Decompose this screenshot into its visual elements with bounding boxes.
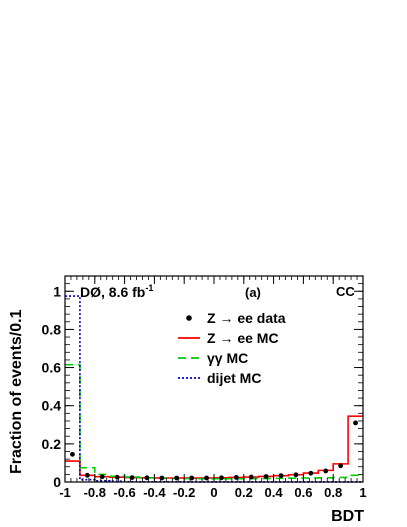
y-tick-label: 0.2 [42, 436, 62, 452]
data-point [308, 470, 314, 476]
region-label: CC [336, 284, 355, 299]
x-tick-label: 1 [359, 485, 366, 500]
data-point [263, 474, 269, 479]
x-tick-label: 0.2 [235, 485, 253, 500]
series-1-step-line [65, 415, 363, 479]
legend-label: dijet MC [207, 370, 261, 386]
x-tick-label: -0.6 [113, 485, 135, 500]
x-tick-label: -0.8 [84, 485, 106, 500]
data-point [293, 472, 299, 478]
x-axis-title: BDT [331, 508, 364, 525]
y-tick-label: 1 [53, 283, 61, 299]
y-axis-title: Fraction of events/0.1 [8, 309, 25, 474]
x-tick-label: 0.4 [265, 485, 284, 500]
y-tick-label: 0.8 [42, 321, 62, 337]
x-tick-label: -0.4 [143, 485, 166, 500]
experiment-label: DØ, 8.6 fb-1 [80, 283, 153, 300]
legend: Z → ee data Z → ee MC γγ MC dijet MC [178, 310, 286, 386]
panel-label: (a) [245, 285, 261, 300]
data-point [70, 451, 75, 457]
data-point [338, 463, 344, 469]
data-point [278, 473, 284, 479]
x-tick-label: 0.8 [324, 485, 342, 500]
experiment-label-text: DØ, 8.6 fb [80, 284, 145, 300]
data-point [99, 474, 105, 480]
y-tick-label: 0.4 [42, 398, 62, 414]
x-tick-label: 0.6 [294, 485, 312, 500]
x-tick-label: 0 [210, 485, 217, 500]
legend-marker-point [186, 315, 192, 321]
ticks-layer: -1 -0.8 -0.6 -0.4 -0.2 0 0.2 0.4 0.6 0.8 1 0 0.2 0.4 0… [42, 275, 367, 500]
data-point [323, 468, 329, 474]
experiment-label-superscript: -1 [145, 283, 153, 293]
data-point [353, 420, 358, 426]
x-tick-label: -1 [59, 485, 71, 500]
x-tick-label: -0.2 [173, 485, 195, 500]
data-point [84, 472, 90, 478]
y-tick-label: 0 [53, 474, 61, 490]
series-2-step-line [65, 363, 363, 480]
y-tick-label: 0.6 [42, 360, 62, 376]
legend-label: Z → ee MC [207, 330, 279, 346]
legend-label: γγ MC [207, 350, 248, 366]
legend-label: Z → ee data [207, 310, 286, 326]
